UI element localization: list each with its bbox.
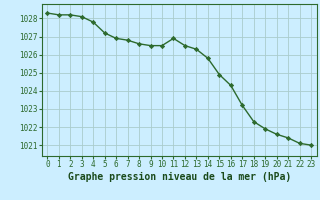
X-axis label: Graphe pression niveau de la mer (hPa): Graphe pression niveau de la mer (hPa) <box>68 172 291 182</box>
